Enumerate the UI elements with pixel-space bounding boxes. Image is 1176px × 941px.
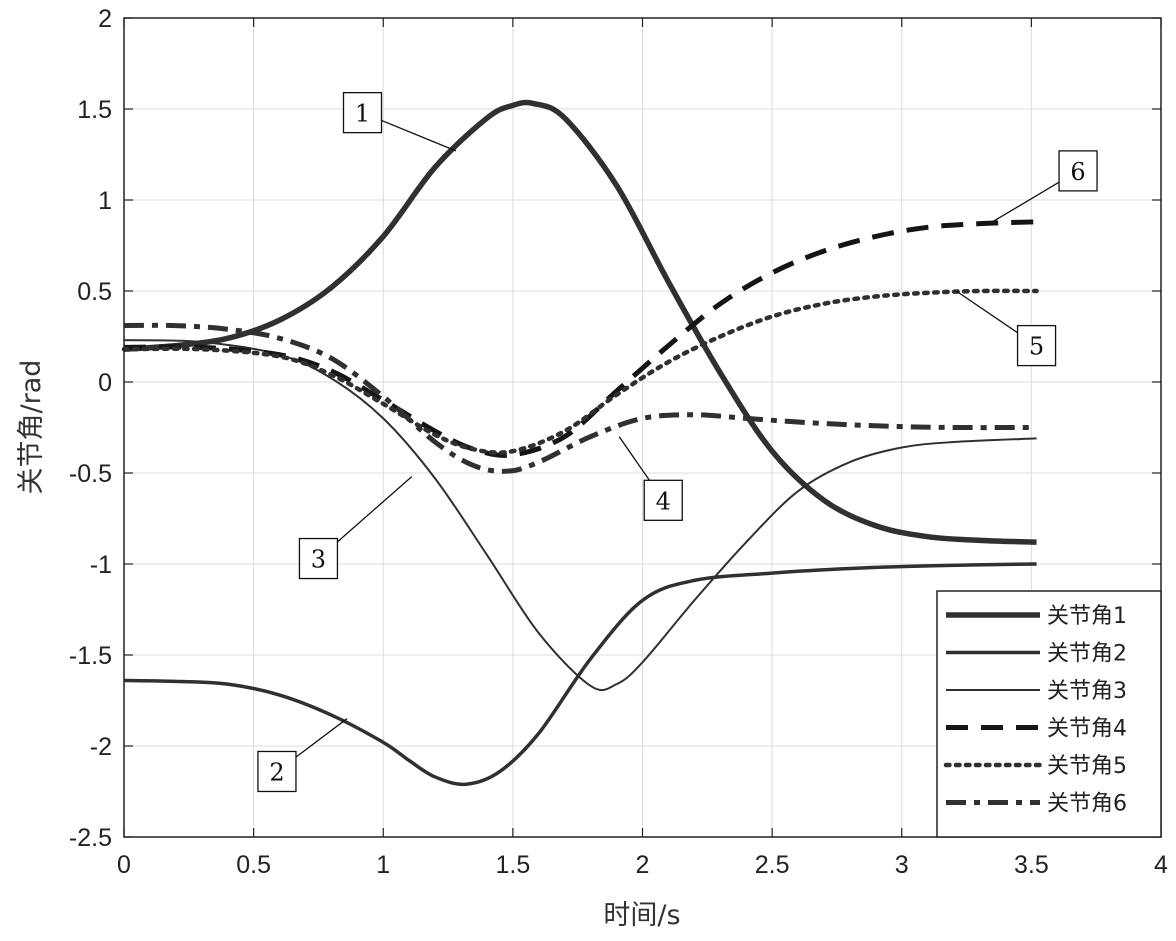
series-line-3 <box>123 339 1037 692</box>
y-tick-label: 0 <box>98 369 112 397</box>
x-tick-label: 0 <box>117 851 131 879</box>
x-axis-title: 时间/s <box>603 900 680 931</box>
legend-box <box>936 590 1162 838</box>
callout-box-3 <box>298 537 339 580</box>
x-tick-label: 1 <box>376 851 390 879</box>
callout-leader-6 <box>992 181 1060 223</box>
legend-label-4: 关节角4 <box>1047 717 1127 742</box>
callout-label-3: 3 <box>311 546 326 574</box>
callout-layer: 1 2 3 4 5 6 <box>257 91 1098 793</box>
x-tick-label: 4 <box>1154 851 1168 879</box>
x-tick-label: 3.5 <box>1014 851 1049 879</box>
legend-label-1: 关节角1 <box>1047 604 1127 629</box>
callout-box-1 <box>342 91 383 134</box>
y-tick-label: 0.5 <box>77 278 112 306</box>
series-line-2 <box>123 562 1037 787</box>
series-line-5 <box>121 288 1039 455</box>
legend-label-6: 关节角6 <box>1047 792 1127 817</box>
series-line-6 <box>123 322 1037 474</box>
y-tick-label: -2.5 <box>69 824 112 852</box>
callout-leader-2 <box>295 718 348 758</box>
tick-labels: 0 0.5 1 1.5 2 2.5 3 3.5 4 -2.5 -2 -1.5 -1 -0.5 0 0.5 1 1.… <box>69 5 1168 879</box>
x-tick-label: 2.5 <box>755 851 790 879</box>
callout-box-5 <box>1016 324 1057 367</box>
x-tick-label: 0.5 <box>236 851 271 879</box>
y-tick-label: 2 <box>98 5 112 33</box>
callout-box-4 <box>643 479 683 521</box>
callout-box-2 <box>257 750 297 793</box>
callout-label-4: 4 <box>656 487 671 515</box>
y-tick-label: 1.5 <box>77 96 112 124</box>
y-tick-label: -1 <box>90 551 112 579</box>
legend: 关节角1 关节角2 关节角3 关节角4 关节角5 关节角6 <box>936 590 1162 838</box>
y-tick-label: 1 <box>98 187 112 215</box>
callout-label-2: 2 <box>269 758 284 786</box>
legend-label-2: 关节角2 <box>1047 642 1127 667</box>
series-line-1 <box>123 99 1037 545</box>
x-tick-label: 1.5 <box>495 851 530 879</box>
callout-label-5: 5 <box>1029 333 1044 361</box>
y-axis-title: 关节角/rad <box>16 360 47 495</box>
y-tick-label: -0.5 <box>69 460 112 488</box>
callout-label-1: 1 <box>355 100 370 128</box>
callout-leader-3 <box>337 476 413 543</box>
y-tick-label: -1.5 <box>69 642 112 670</box>
callout-leader-4 <box>618 436 650 481</box>
y-tick-label: -2 <box>90 733 112 761</box>
callout-leader-1 <box>381 119 457 152</box>
callout-label-6: 6 <box>1070 158 1085 186</box>
x-tick-label: 3 <box>895 851 909 879</box>
callout-box-6 <box>1058 150 1098 192</box>
x-tick-label: 2 <box>636 851 650 879</box>
legend-label-3: 关节角3 <box>1047 679 1127 704</box>
series-line-4 <box>123 219 1037 458</box>
series-layer <box>121 99 1039 787</box>
callout-leader-5 <box>955 290 1018 334</box>
legend-label-5: 关节角5 <box>1047 754 1127 779</box>
